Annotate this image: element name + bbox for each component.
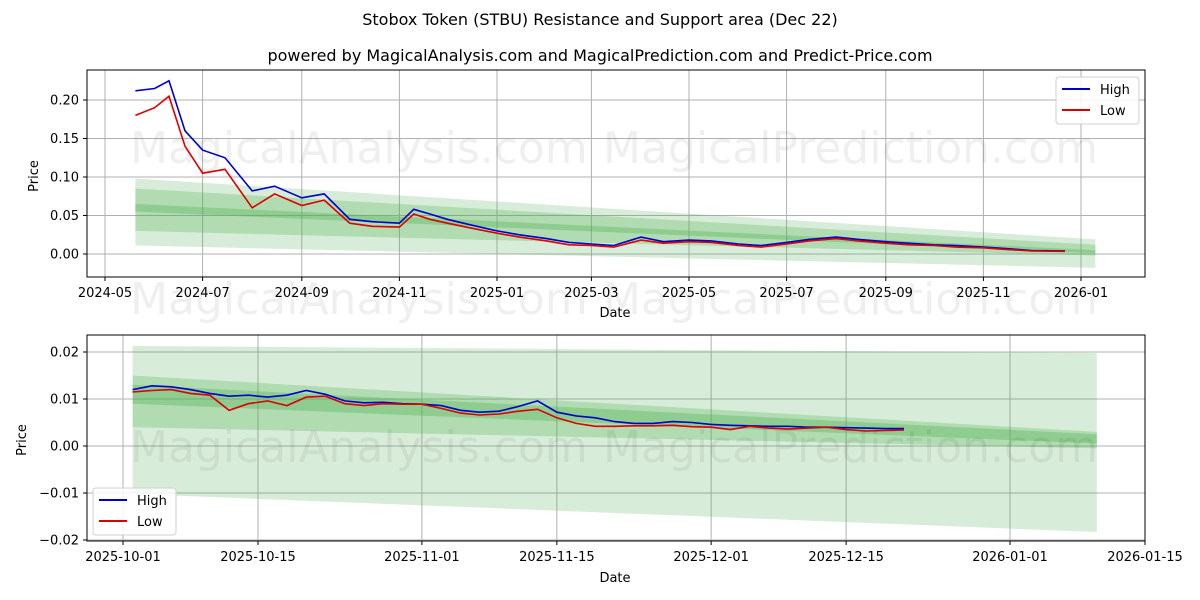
top-legend: High Low <box>1055 76 1140 125</box>
y-tick-label: −0.01 <box>39 487 79 502</box>
x-tick-label: 2024-11 <box>372 286 426 301</box>
y-tick-label: 0.02 <box>50 346 79 361</box>
y-tick-label: 0.20 <box>50 94 79 109</box>
x-tick-label: 2025-10-01 <box>85 550 161 565</box>
legend-high-label-bottom: High <box>137 494 167 509</box>
top-y-axis-label: Price <box>27 160 42 192</box>
x-tick-label: 2026-01-15 <box>1107 550 1183 565</box>
top-x-axis-label: Date <box>599 306 630 321</box>
legend-high-label: High <box>1100 83 1130 98</box>
watermark-left-3: MagicalAnalysis.com <box>130 422 588 473</box>
bottom-y-axis-label: Price <box>15 424 30 456</box>
x-tick-label: 2024-05 <box>78 286 132 301</box>
y-tick-label: 0.05 <box>50 209 79 224</box>
watermark-right-2: MagicalPrediction.com <box>603 274 1098 325</box>
band-area <box>132 384 1097 444</box>
bottom-axes-frame <box>86 334 1146 542</box>
x-tick-label: 2025-01 <box>470 286 524 301</box>
x-tick-label: 2025-10-15 <box>220 550 296 565</box>
top-chart: MagicalAnalysis.com MagicalPrediction.co… <box>27 69 1146 325</box>
top-axes-frame <box>86 69 1146 278</box>
legend-low-label-bottom: Low <box>137 515 163 530</box>
watermark-left-2: MagicalAnalysis.com <box>130 274 588 325</box>
x-tick-label: 2025-09 <box>859 286 913 301</box>
x-tick-label: 2024-07 <box>175 286 229 301</box>
x-tick-label: 2025-11-01 <box>384 550 460 565</box>
legend-low-label: Low <box>1100 104 1126 119</box>
bottom-x-axis: 2025-10-01 2025-10-15 2025-11-01 2025-11-15… <box>85 541 1183 565</box>
x-tick-label: 2024-09 <box>275 286 329 301</box>
x-tick-label: 2025-11 <box>956 286 1010 301</box>
watermark-right: MagicalPrediction.com <box>603 123 1098 174</box>
y-tick-label: 0.10 <box>50 171 79 186</box>
bottom-y-axis: 0.02 0.01 0.00 −0.01 −0.02 <box>39 346 87 549</box>
y-tick-label: −0.02 <box>39 534 79 549</box>
top-high-line <box>135 79 1066 252</box>
bottom-high-line <box>132 384 904 430</box>
bottom-grid <box>87 335 1145 541</box>
x-tick-label: 2026-01 <box>1054 286 1108 301</box>
band-area <box>132 345 1097 533</box>
y-tick-label: 0.00 <box>50 440 79 455</box>
x-tick-label: 2025-03 <box>564 286 618 301</box>
x-tick-label: 2026-01-01 <box>972 550 1048 565</box>
watermark-left: MagicalAnalysis.com <box>130 123 588 174</box>
bottom-chart: MagicalAnalysis.com MagicalPrediction.co… <box>15 334 1183 586</box>
chart-subtitle: powered by MagicalAnalysis.com and Magic… <box>267 46 933 65</box>
chart-title: Stobox Token (STBU) Resistance and Suppo… <box>362 10 838 29</box>
bottom-legend: High Low <box>92 487 177 536</box>
x-tick-label: 2025-07 <box>759 286 813 301</box>
x-tick-label: 2025-12-15 <box>808 550 884 565</box>
y-tick-label: 0.00 <box>50 248 79 263</box>
top-low-line <box>135 94 1066 253</box>
band-area <box>135 178 1096 268</box>
bottom-low-line <box>132 388 905 432</box>
y-tick-label: 0.15 <box>50 132 79 147</box>
top-y-axis: 0.00 0.05 0.10 0.15 0.20 <box>50 94 87 263</box>
x-tick-label: 2025-11-15 <box>519 550 595 565</box>
x-tick-label: 2025-05 <box>662 286 716 301</box>
x-tick-label: 2025-12-01 <box>673 550 749 565</box>
y-tick-label: 0.01 <box>50 393 79 408</box>
bottom-x-axis-label: Date <box>599 571 630 586</box>
top-x-axis: 2024-05 2024-07 2024-09 2024-11 2025-01 2025-… <box>78 277 1108 301</box>
